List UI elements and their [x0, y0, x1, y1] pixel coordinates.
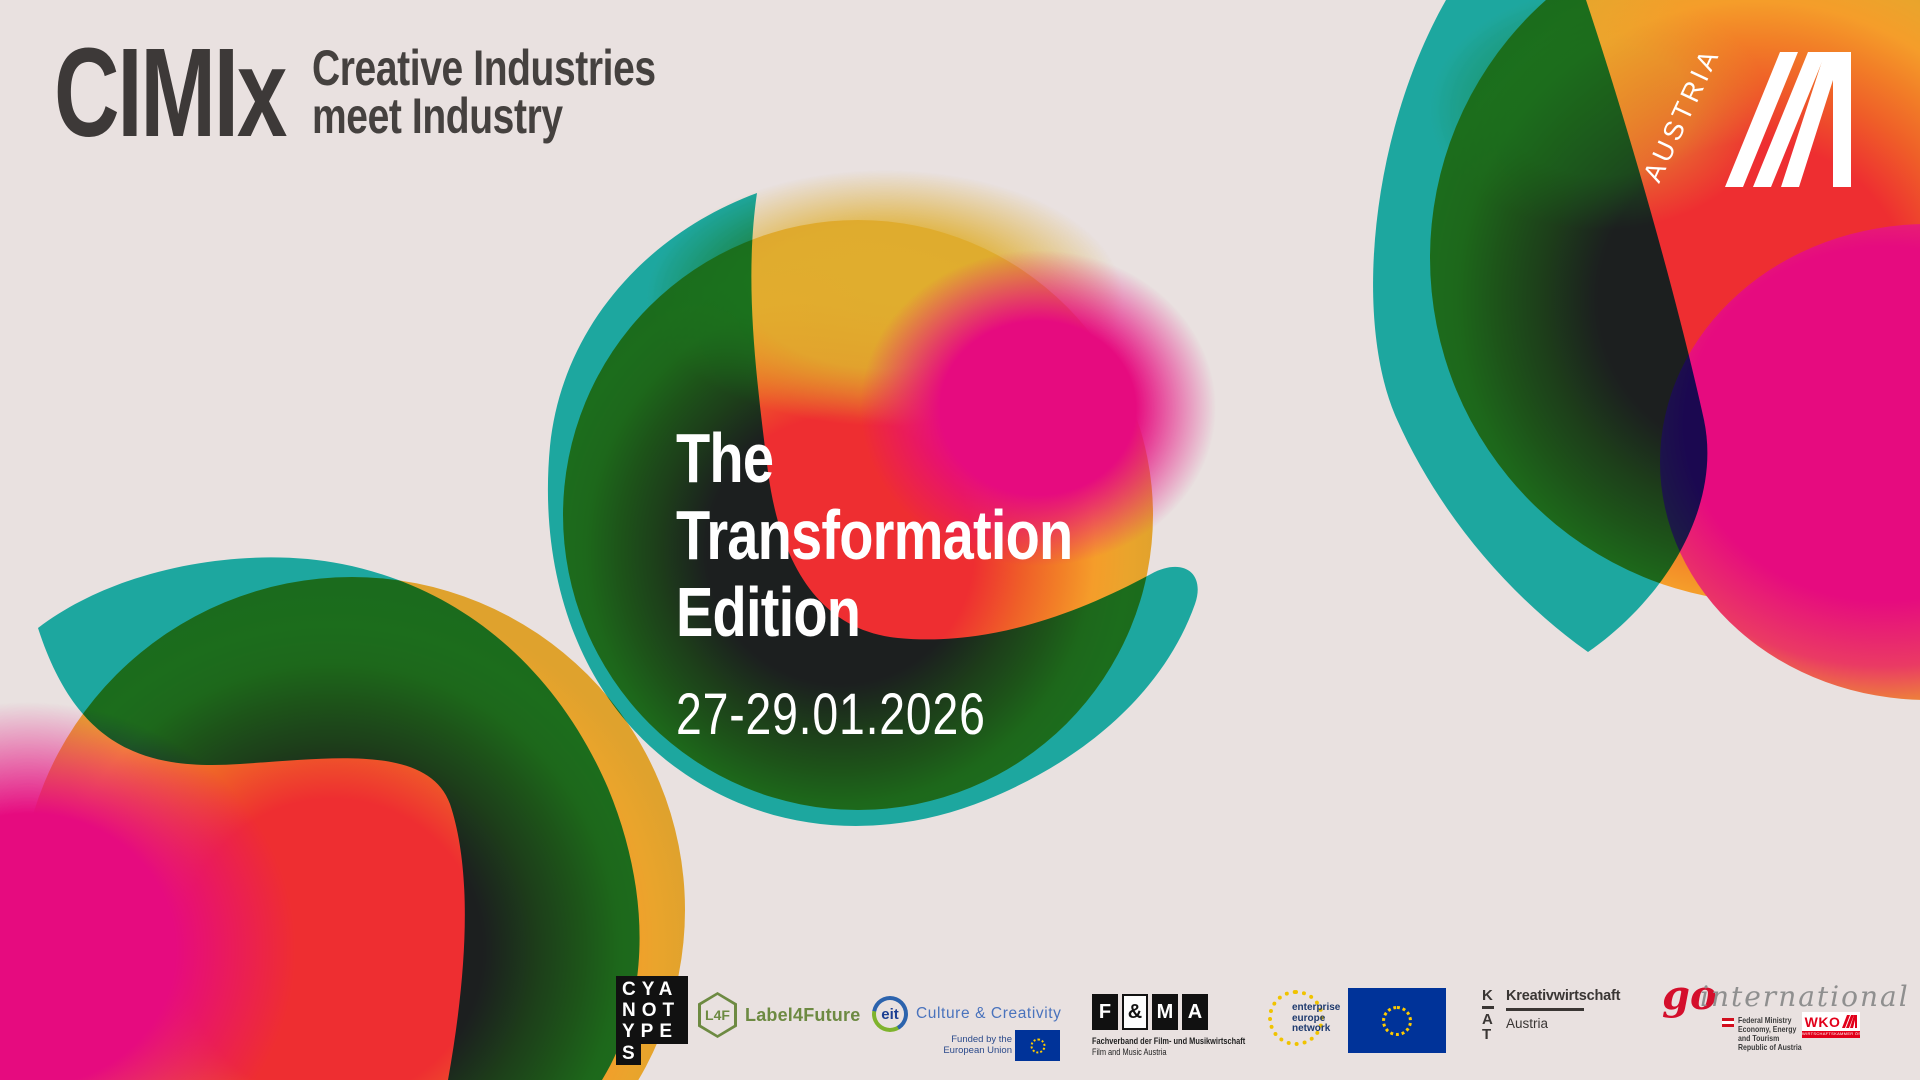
advantage-austria-mark-icon: AUSTRIA — [1637, 42, 1851, 187]
kat-country: Austria — [1506, 1015, 1549, 1031]
wko-wordmark: WKO — [1802, 1012, 1860, 1031]
cyanotypes-row: YPE — [622, 1021, 679, 1042]
fma-letter: F — [1092, 994, 1118, 1030]
cyanotypes-row: CYA — [622, 979, 679, 1000]
ministry-line: Economy, Energy — [1738, 1024, 1797, 1034]
blob-cluster-center — [547, 170, 1216, 826]
magenta-blob — [1660, 224, 1920, 700]
eu-stars-icon — [1030, 1038, 1045, 1053]
fma-letter: & — [1122, 994, 1148, 1030]
event-date: 27-29.01.2026 — [676, 682, 986, 747]
eu-flag-large-icon — [1348, 988, 1446, 1053]
een-line3: network — [1292, 1023, 1331, 1034]
tagline: Creative Industries meet Industry — [312, 40, 656, 144]
ministry-line: and Tourism — [1738, 1033, 1780, 1043]
fma-letter: A — [1182, 994, 1208, 1030]
een-line1: enterprise — [1292, 1002, 1341, 1013]
eu-funding-note: Funded by the European Union — [930, 1034, 1012, 1056]
label4future-name: Label4Future — [745, 1005, 861, 1025]
kat-letter-a: A — [1482, 1010, 1493, 1028]
fma-caption-en: Film and Music Austria — [1092, 1047, 1167, 1058]
cyanotypes-row: NOT — [622, 1000, 681, 1021]
een-line2: europe — [1292, 1012, 1326, 1024]
kat-divider — [1482, 1006, 1494, 1009]
fma-letter-boxes: F & M A — [1092, 994, 1272, 1030]
eit-culture-creativity-logo: eit Culture & Creativity Funded by the E… — [872, 994, 1064, 1061]
kat-letter-t: T — [1482, 1025, 1492, 1043]
event-title: The Transformation Edition — [676, 419, 1073, 651]
cyanotypes-logo: CYA NOT YPE S — [616, 976, 696, 1065]
kat-letter-k: K — [1482, 987, 1493, 1004]
title-line2: Transformation — [676, 496, 1073, 574]
ministry-line: Federal Ministry — [1738, 1015, 1792, 1025]
ministry-lines: Federal Ministry Economy, Energy and Tou… — [1738, 1016, 1802, 1052]
label4future-logo: L4F Label4Future — [698, 992, 868, 1042]
eu-stars-icon — [1382, 1005, 1412, 1036]
kat-rule — [1506, 1008, 1584, 1011]
tagline-line2: meet Industry — [312, 88, 563, 144]
austria-flag-icon — [1722, 1018, 1734, 1027]
kat-letter-column: K A T — [1482, 988, 1498, 1042]
kat-wordmark: Kreativwirtschaft Austria — [1506, 988, 1620, 1031]
magenta-blob — [860, 250, 1216, 566]
funded-line2: European Union — [943, 1045, 1012, 1056]
teal-blob — [1373, 0, 1708, 652]
teal-blob — [547, 193, 1198, 826]
blob-cluster-bottom-left — [0, 557, 685, 1080]
fma-logo: F & M A Fachverband der Film- und Musikw… — [1092, 994, 1272, 1058]
tagline-line1: Creative Industries — [312, 40, 656, 96]
enterprise-europe-network-logo: enterprise europe network — [1268, 988, 1348, 1052]
een-name: enterprise europe network — [1292, 1002, 1341, 1035]
kat-name: Kreativwirtschaft — [1506, 988, 1621, 1004]
teal-blob — [38, 557, 640, 1080]
wko-logo: WKO WIRTSCHAFTSKAMMER ÖSTERREICH — [1802, 1012, 1860, 1038]
title-line3: Edition — [676, 573, 861, 651]
cimix-logo: CIMIx — [54, 22, 287, 163]
fma-caption-de: Fachverband der Film- und Musikwirtschaf… — [1092, 1036, 1246, 1047]
go-script: go — [1662, 972, 1717, 1019]
cyanotypes-box: CYA NOT YPE — [616, 976, 688, 1044]
eit-name: Culture & Creativity — [916, 1005, 1062, 1022]
advantage-austria-logo: AUSTRIA — [1637, 42, 1857, 192]
eit-mark: eit — [876, 1000, 904, 1028]
ministry-line: Republic of Austria — [1738, 1042, 1802, 1052]
eit-ring-icon: eit — [872, 996, 908, 1032]
title-line1: The — [676, 419, 774, 497]
eu-flag-icon — [1015, 1030, 1060, 1061]
wko-slash-mark-icon — [1842, 1015, 1858, 1028]
wko-subtext: WIRTSCHAFTSKAMMER ÖSTERREICH — [1802, 1031, 1860, 1038]
stars-arc-icon — [1268, 990, 1324, 1046]
hero: The Transformation Edition 27-29.01.2026 — [676, 419, 1073, 748]
funded-line1: Funded by the — [951, 1034, 1012, 1045]
cyanotypes-row: S — [616, 1044, 641, 1065]
austria-label: AUSTRIA — [1645, 52, 1726, 187]
international-script: international — [1700, 980, 1910, 1013]
magenta-blob — [0, 702, 296, 1080]
fma-letter: M — [1152, 994, 1178, 1030]
wko-letters: WKO — [1804, 1013, 1841, 1030]
